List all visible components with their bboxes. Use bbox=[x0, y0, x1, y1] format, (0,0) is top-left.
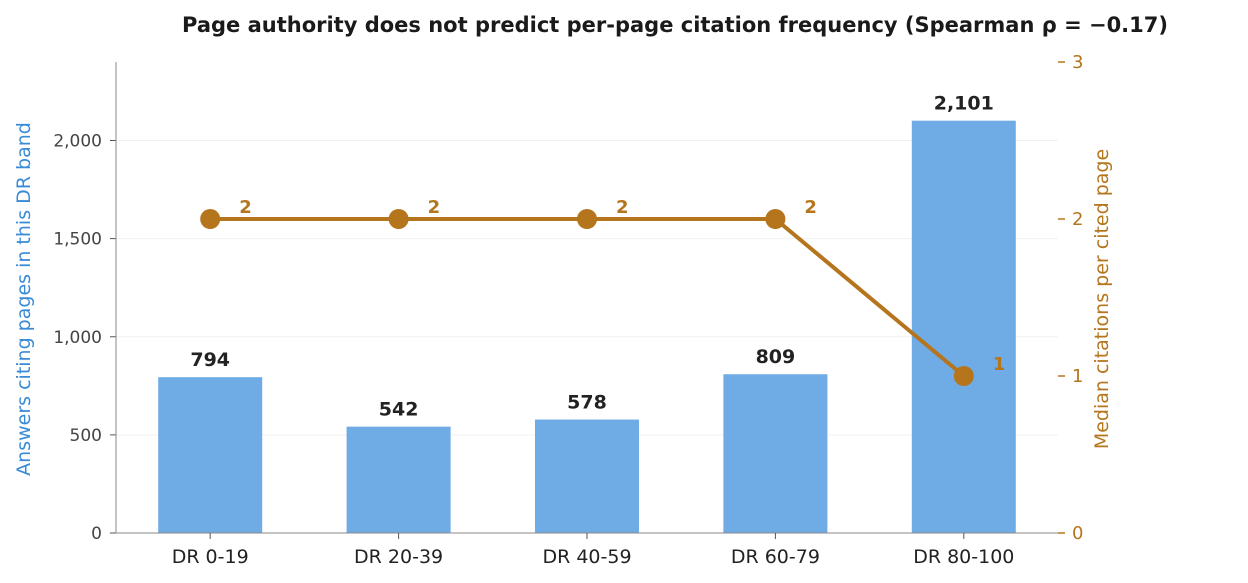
line-value-label: 2 bbox=[428, 197, 441, 218]
line-value-label: 2 bbox=[239, 197, 252, 218]
y2-tick-label: 2 bbox=[1072, 209, 1083, 230]
label-layer: 794 542 578 809 2,101 2 2 2 2 1 bbox=[190, 93, 1005, 421]
line-value-label: 2 bbox=[804, 197, 817, 218]
line-value-label: 1 bbox=[993, 354, 1006, 375]
y2-axis-label: Median citations per cited page bbox=[1091, 149, 1113, 449]
bar bbox=[911, 120, 1016, 534]
bar bbox=[535, 419, 639, 533]
y-tick-label: 1,500 bbox=[53, 230, 102, 250]
chart-title: Page authority does not predict per-page… bbox=[182, 13, 1168, 37]
bar-value-label: 2,101 bbox=[934, 93, 994, 115]
line-point bbox=[953, 366, 974, 386]
x-tick-label: DR 40-59 bbox=[542, 546, 631, 568]
y-tick-label: 1,000 bbox=[53, 328, 102, 348]
y-axis-label: Answers citing pages in this DR band bbox=[13, 122, 35, 476]
line-layer bbox=[200, 209, 974, 386]
y-tick-label: 2,000 bbox=[53, 132, 102, 152]
bar-value-label: 578 bbox=[567, 392, 607, 414]
bar bbox=[723, 374, 828, 533]
y2-tick-label: 1 bbox=[1072, 366, 1083, 387]
axis-layer: 0 500 1,000 1,500 2,000 DR 0-19 DR 20-39 DR 40-… bbox=[53, 52, 1083, 568]
x-tick-label: DR 20-39 bbox=[354, 546, 443, 568]
bar-value-label: 542 bbox=[379, 399, 419, 421]
x-tick-label: DR 80-100 bbox=[913, 546, 1014, 568]
bar-value-label: 809 bbox=[756, 346, 796, 368]
y2-tick-label: 3 bbox=[1072, 52, 1083, 73]
line-point bbox=[765, 209, 786, 229]
bar bbox=[158, 377, 263, 533]
x-tick-label: DR 60-79 bbox=[731, 546, 820, 568]
line-point bbox=[577, 209, 597, 229]
bar-layer bbox=[158, 120, 1016, 534]
line-value-label: 2 bbox=[616, 197, 629, 218]
y-tick-label: 500 bbox=[70, 426, 102, 446]
line-point bbox=[388, 209, 409, 229]
x-tick-label: DR 0-19 bbox=[172, 546, 249, 568]
line-point bbox=[200, 209, 221, 229]
y2-tick-label: 0 bbox=[1072, 523, 1083, 544]
y-tick-label: 0 bbox=[91, 524, 102, 544]
bar bbox=[346, 426, 451, 533]
bar-value-label: 794 bbox=[190, 349, 230, 371]
median-citations-line bbox=[208, 217, 966, 378]
